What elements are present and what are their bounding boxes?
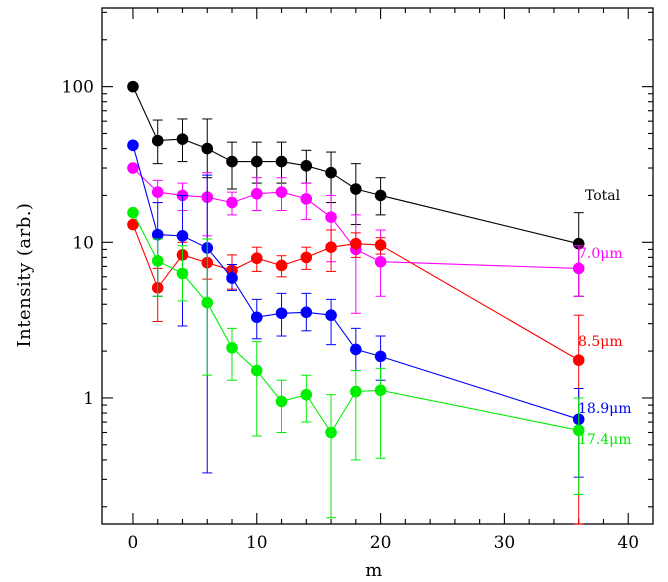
data-point	[275, 259, 288, 272]
data-point	[127, 218, 139, 231]
data-point	[300, 251, 313, 264]
data-point	[572, 262, 585, 275]
data-point	[374, 384, 387, 397]
data-point	[572, 237, 585, 250]
data-point	[127, 206, 139, 219]
data-point	[226, 272, 238, 284]
data-point	[275, 155, 288, 168]
data-point	[176, 267, 189, 280]
data-point	[275, 307, 288, 320]
data-point	[275, 186, 288, 198]
series-label-total: Total	[585, 188, 621, 204]
y-tick-label: 1	[83, 389, 94, 409]
x-tick-label: 30	[494, 533, 516, 553]
data-point	[374, 189, 387, 202]
series-label-18-9um: 18.9μm	[578, 401, 632, 417]
data-point	[275, 395, 288, 408]
data-point	[250, 311, 263, 324]
data-point	[176, 230, 189, 242]
data-point	[325, 241, 337, 254]
data-point	[350, 385, 362, 398]
series-label-7um: 7.0μm	[578, 246, 623, 262]
series-labels: Total 7.0μm 8.5μm 18.9μm 17.4μm	[578, 188, 632, 448]
data-point	[374, 255, 387, 268]
data-point	[127, 162, 139, 174]
data-point	[374, 350, 387, 363]
data-point	[350, 343, 362, 356]
x-tick-label: 10	[246, 533, 268, 553]
data-point	[151, 255, 164, 267]
data-point	[325, 309, 337, 322]
x-tick-label: 20	[370, 533, 392, 553]
data-point	[176, 133, 189, 145]
x-axis-title: m	[365, 560, 383, 581]
y-axis-title: Intensity (arb.)	[14, 203, 35, 348]
series-label-8-5um: 8.5μm	[578, 334, 623, 350]
y-tick-label: 10	[72, 233, 94, 253]
data-point	[325, 166, 337, 179]
x-tick-label: 0	[128, 533, 139, 553]
data-point	[374, 239, 387, 251]
data-point	[572, 354, 585, 366]
data-point	[350, 183, 362, 195]
data-point	[325, 211, 337, 223]
series-4	[127, 206, 585, 519]
data-point	[151, 228, 164, 241]
data-point	[226, 155, 238, 168]
data-point	[127, 80, 139, 93]
data-point	[151, 134, 164, 147]
x-tick-label: 40	[617, 533, 639, 553]
data-point	[325, 426, 337, 439]
tick-labels: 0 10 20 30 40 1 10 100	[62, 78, 640, 553]
data-point	[226, 342, 238, 354]
data-point	[300, 160, 313, 172]
data-point	[201, 296, 214, 309]
data-point	[250, 364, 263, 377]
data-point	[226, 196, 238, 209]
data-point	[300, 388, 313, 401]
data-point	[250, 187, 263, 200]
data-point	[572, 424, 585, 437]
data-point	[250, 252, 263, 265]
data-point	[201, 142, 214, 155]
series-layer	[127, 80, 585, 525]
data-point	[300, 193, 313, 205]
series-3	[127, 139, 585, 478]
data-point	[250, 155, 263, 168]
data-point	[127, 139, 139, 152]
data-point	[300, 306, 313, 319]
data-point	[151, 186, 164, 198]
series-label-17-4um: 17.4μm	[578, 432, 632, 448]
y-tick-label: 100	[62, 78, 94, 98]
data-point	[350, 237, 362, 250]
